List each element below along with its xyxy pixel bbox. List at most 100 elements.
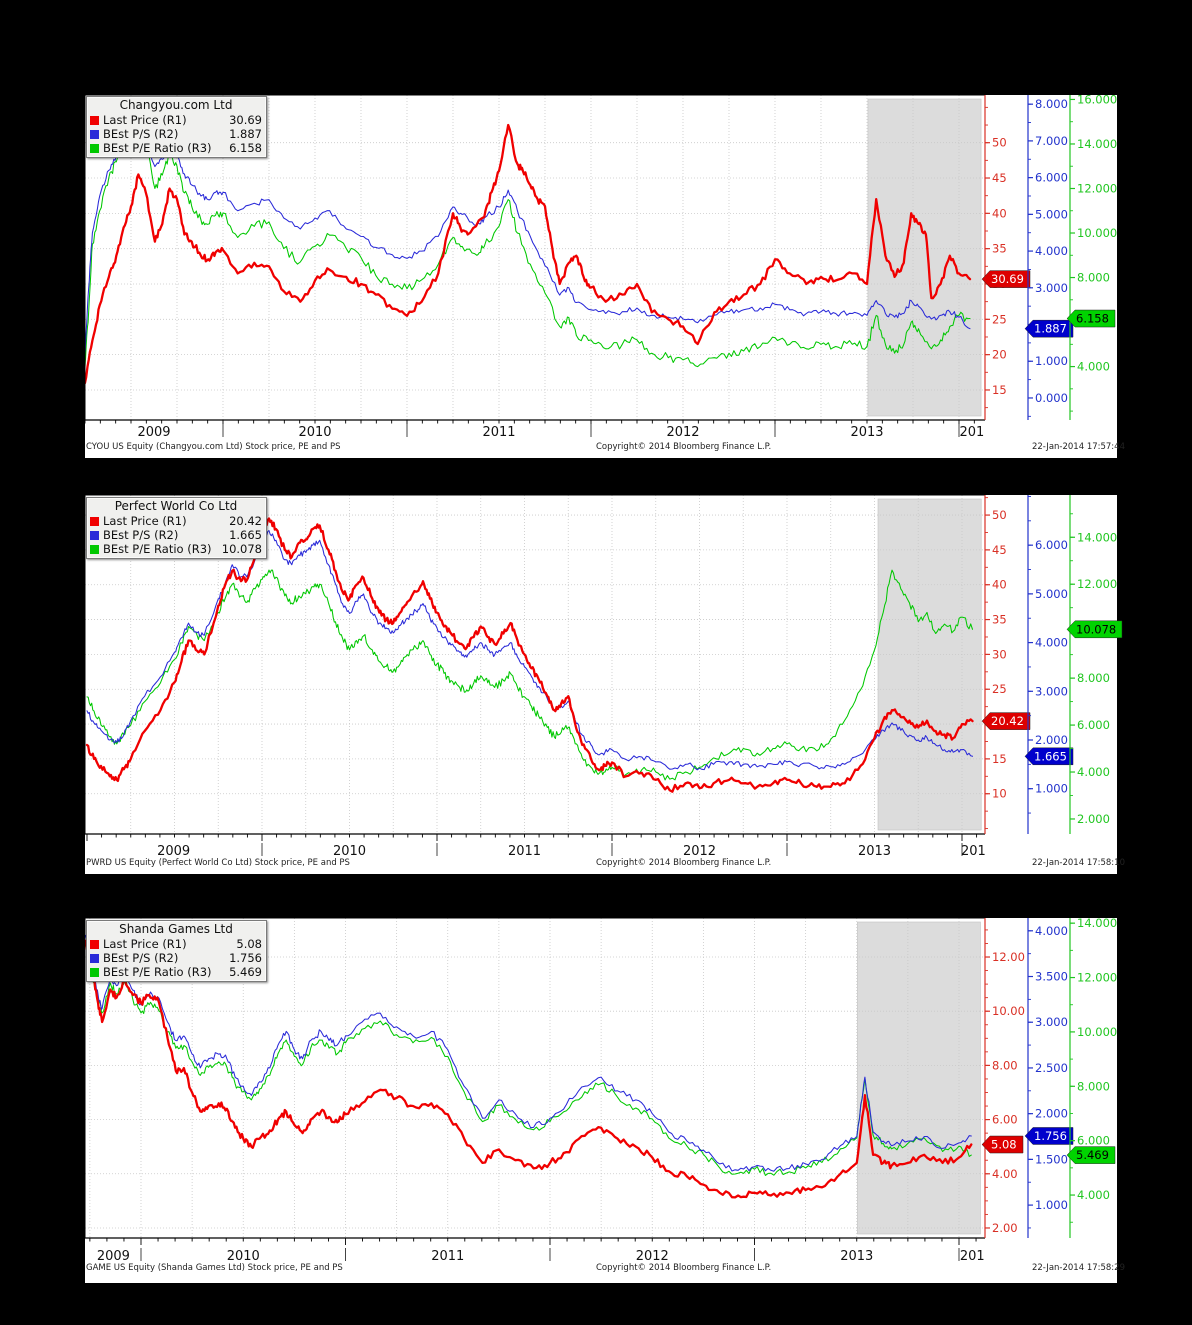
tick-label: 50 <box>992 136 1007 150</box>
legend-cyou[interactable]: Changyou.com Ltd Last Price (R1) 30.69 B… <box>86 96 267 158</box>
legend-title: Perfect World Co Ltd <box>114 499 238 513</box>
last-price-value-flag: 30.69 <box>981 270 1031 288</box>
legend-pwrd[interactable]: Perfect World Co Ltd Last Price (R1) 20.… <box>86 497 267 559</box>
year-label: 201 <box>959 425 984 440</box>
tick-label: 12.000 <box>1077 577 1117 591</box>
legend-value: 20.42 <box>229 514 262 528</box>
year-label: 2010 <box>227 1249 260 1264</box>
tick-label: 1.000 <box>1035 354 1068 368</box>
last-price-line <box>85 123 972 385</box>
tick-label: 8.000 <box>1035 97 1068 111</box>
svg-text:1.887: 1.887 <box>1034 322 1067 336</box>
legend-title: Changyou.com Ltd <box>119 98 233 112</box>
x-axis-ticks <box>84 420 975 427</box>
tick-label: 4.000 <box>1077 1188 1110 1202</box>
r2-axis: 1.000 1.500 2.000 2.500 3.000 3.500 4.000 <box>1027 918 1068 1238</box>
tick-label: 40 <box>992 578 1007 592</box>
tick-label: 20 <box>992 348 1007 362</box>
tick-label: 2.000 <box>1077 812 1110 826</box>
r1-axis: 101520253035404550 <box>984 495 1007 834</box>
last-price-swatch-icon <box>90 516 99 526</box>
tick-label: 8.000 <box>1077 1079 1110 1093</box>
last-price-value-flag: 20.42 <box>981 712 1031 730</box>
svg-text:20.42: 20.42 <box>991 714 1024 728</box>
tick-label: 3.500 <box>1035 970 1068 984</box>
best-p-e-ratio-value-flag: 10.078 <box>1066 620 1123 639</box>
tick-label: 12.00 <box>992 950 1025 964</box>
timestamp: 22-Jan-2014 17:57:44 <box>1031 442 1125 452</box>
svg-text:5.08: 5.08 <box>991 1138 1017 1152</box>
r2-axis: 0.0001.0002.0003.0004.0005.0006.0007.000… <box>1027 95 1068 420</box>
svg-text:5.469: 5.469 <box>1076 1148 1109 1162</box>
best-pe-swatch-icon <box>90 143 99 153</box>
legend-label: BEst P/E Ratio (R3) <box>103 542 212 556</box>
svg-text:10.078: 10.078 <box>1076 622 1116 636</box>
year-label: 2011 <box>482 425 515 440</box>
tick-label: 2.000 <box>1035 1107 1068 1121</box>
legend-label: BEst P/S (R2) <box>103 951 179 965</box>
x-axis-ticks <box>89 1238 977 1245</box>
tick-label: 8.000 <box>1077 671 1110 685</box>
r3-axis: 4.000 6.000 8.000 10.000 12.000 14.000 <box>1069 918 1117 1238</box>
year-label: 2012 <box>683 844 716 859</box>
best-ps-swatch-icon <box>90 129 99 139</box>
legend-item-last-price: Last Price (R1) 30.69 <box>90 113 262 127</box>
tick-label: 1.000 <box>1035 782 1068 796</box>
tick-label: 8.00 <box>992 1058 1018 1072</box>
tick-label: 1.000 <box>1035 1198 1068 1212</box>
tick-label: 45 <box>992 171 1007 185</box>
legend-value: 6.158 <box>229 141 262 155</box>
tick-label: 15 <box>992 752 1007 766</box>
tick-label: 8.000 <box>1077 271 1110 285</box>
tick-label: 12.000 <box>1077 181 1117 195</box>
legend-value: 5.469 <box>229 965 262 979</box>
r1-axis: 2.00 4.00 6.00 8.00 10.00 12.00 <box>984 918 1025 1238</box>
tick-label: 25 <box>992 312 1007 326</box>
legend-label: BEst P/E Ratio (R3) <box>103 141 212 155</box>
tick-label: 14.000 <box>1077 137 1117 151</box>
year-label: 2013 <box>840 1249 873 1264</box>
copyright-text: Copyright© 2014 Bloomberg Finance L.P. <box>596 858 772 868</box>
copyright-text: Copyright© 2014 Bloomberg Finance L.P. <box>596 442 772 452</box>
tick-label: 6.00 <box>992 1113 1018 1127</box>
legend-value: 10.078 <box>221 542 262 556</box>
tick-label: 4.000 <box>1077 765 1110 779</box>
tick-label: 6.000 <box>1077 718 1110 732</box>
tick-label: 6.000 <box>1077 1134 1110 1148</box>
last-price-swatch-icon <box>90 939 99 949</box>
x-axis-ticks <box>86 834 978 841</box>
best-ps-swatch-icon <box>90 953 99 963</box>
year-label: 2012 <box>666 425 699 440</box>
tick-label: 3.000 <box>1035 1015 1068 1029</box>
timestamp: 22-Jan-2014 17:58:29 <box>1031 1263 1125 1273</box>
chart-description-pwrd: PWRD US Equity (Perfect World Co Ltd) St… <box>86 858 350 868</box>
year-label: 2010 <box>298 425 331 440</box>
svg-text:1.665: 1.665 <box>1034 749 1067 763</box>
tick-label: 7.000 <box>1035 134 1068 148</box>
tick-label: 3.000 <box>1035 684 1068 698</box>
tick-label: 2.000 <box>1035 733 1068 747</box>
legend-item-best-ps: BEst P/S (R2) 1.756 <box>90 951 262 965</box>
cyou-chart-canvas[interactable]: 2009201020112012201320115202530354045503… <box>0 95 1192 458</box>
legend-item-best-ps: BEst P/S (R2) 1.887 <box>90 127 262 141</box>
timestamp: 22-Jan-2014 17:58:10 <box>1031 858 1125 868</box>
legend-value: 1.887 <box>229 127 262 141</box>
tick-label: 2.00 <box>992 1221 1018 1235</box>
legend-item-best-pe: BEst P/E Ratio (R3) 5.469 <box>90 965 262 979</box>
legend-item-last-price: Last Price (R1) 20.42 <box>90 514 262 528</box>
legend-label: BEst P/S (R2) <box>103 528 179 542</box>
legend-label: Last Price (R1) <box>103 514 187 528</box>
tick-label: 10.00 <box>992 1004 1025 1018</box>
last-price-value-flag: 5.08 <box>981 1135 1024 1154</box>
last-price-line <box>85 939 973 1199</box>
year-label: 2012 <box>636 1249 669 1264</box>
tick-label: 15 <box>992 383 1007 397</box>
legend-label: Last Price (R1) <box>103 937 187 951</box>
best-p-s-value-flag: 1.756 <box>1024 1127 1074 1145</box>
gridlines <box>85 918 985 1238</box>
tick-label: 2.500 <box>1035 1061 1068 1075</box>
chart-description-game: GAME US Equity (Shanda Games Ltd) Stock … <box>86 1263 343 1273</box>
tick-label: 35 <box>992 613 1007 627</box>
legend-game[interactable]: Shanda Games Ltd Last Price (R1) 5.08 BE… <box>86 920 267 982</box>
tick-label: 5.000 <box>1035 207 1068 221</box>
